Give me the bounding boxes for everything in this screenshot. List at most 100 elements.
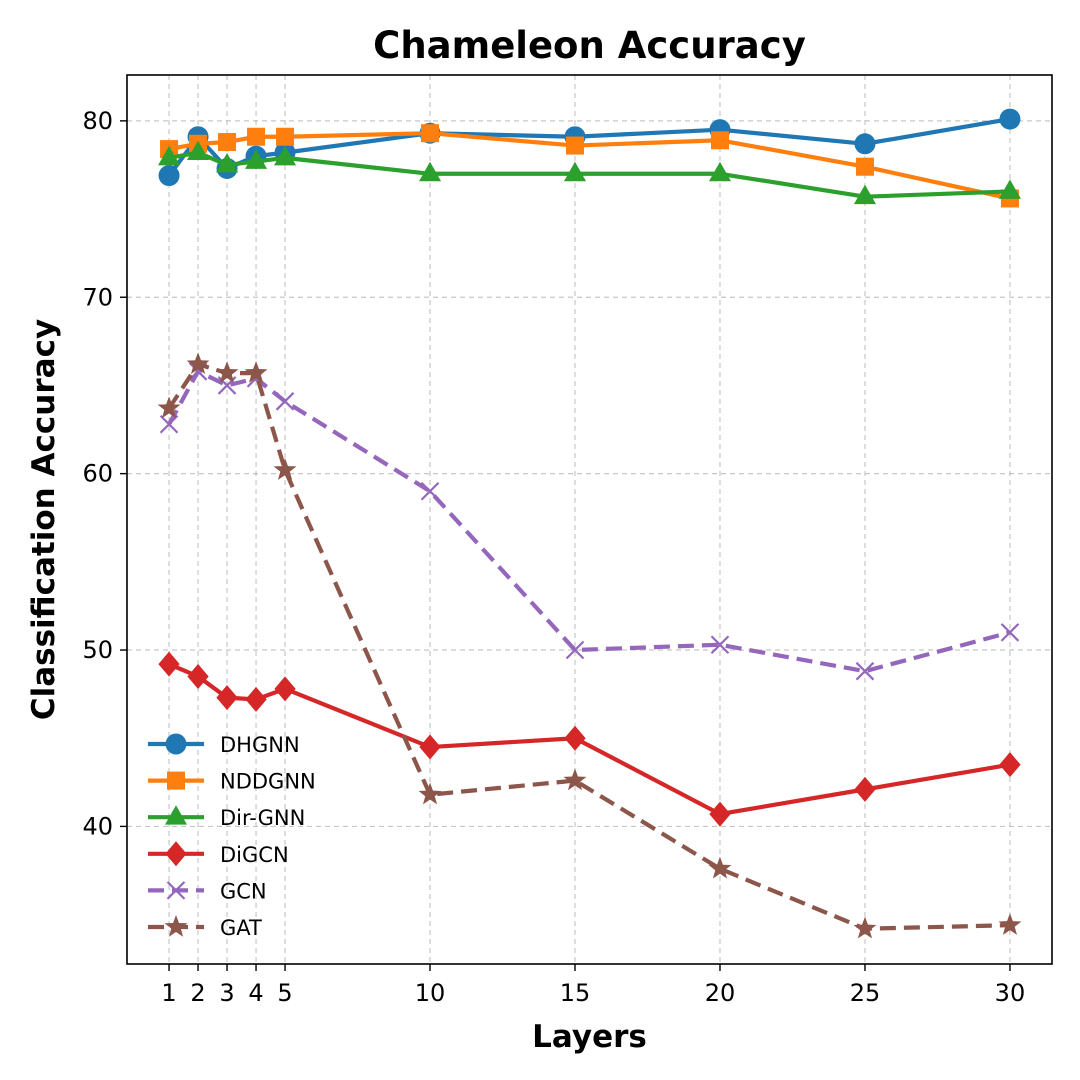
axis-ticks: 1 2 3 4 5 10 15 20 25 30 40 50 60 70 80 [82,107,1025,1007]
data-point-digcn [854,776,876,802]
data-point-nddgnn [566,136,585,155]
data-point-nddgnn [276,127,295,146]
legend-label-digcn: DiGCN [220,843,289,867]
x-tick-label: 20 [705,979,736,1007]
data-point-digcn [245,686,267,712]
data-point-gat [273,458,297,480]
legend-label-gat: GAT [220,916,262,940]
legend-entry-gat: GAT [148,915,262,940]
series-gcn [159,362,1020,681]
data-point-nddgnn [855,157,874,176]
x-tick-label: 15 [560,979,591,1007]
x-tick-label: 2 [190,979,205,1007]
legend-entry-digcn: DiGCN [148,841,289,867]
legend-entry-gcn: GCN [148,879,267,903]
plot-frame [126,74,1053,965]
legend-entry-nddgnn: NDDGNN [148,770,316,794]
legend-marker-dir-gnn [164,805,188,825]
data-point-dir-gnn [215,152,239,173]
data-point-gat [244,361,268,383]
data-point-gat [215,361,239,383]
data-point-dir-gnn [418,161,442,182]
data-point-digcn [419,734,441,760]
legend-label-dir-gnn: Dir-GNN [220,806,305,830]
series-line-dir-gnn [166,150,1013,199]
y-tick-label: 40 [82,812,113,840]
data-point-gcn [159,414,179,434]
data-point-nddgnn [710,131,729,150]
grid [127,75,1052,964]
legend-entry-dhgnn: DHGNN [148,733,300,757]
data-point-gat [853,916,877,939]
data-point-dir-gnn [708,161,732,182]
data-point-digcn [274,676,296,702]
data-point-dhgnn [999,108,1021,130]
data-point-gcn [855,661,875,681]
x-tick-label: 25 [850,979,881,1007]
data-point-digcn [564,725,586,751]
data-point-gat [157,396,181,419]
legend-marker-digcn [165,841,187,867]
data-point-gat [563,768,587,791]
legend-label-dhgnn: DHGNN [220,733,300,757]
data-point-digcn [709,801,731,827]
x-axis-label: Layers [532,1019,647,1055]
legend-marker-nddgnn [167,771,185,790]
data-point-nddgnn [421,124,440,143]
data-point-gat [418,782,442,805]
series-gat [157,352,1022,939]
series-line-digcn [166,662,1013,817]
legend: DHGNN NDDGNN Dir-GNN DiGCN GCN GAT [148,733,316,940]
data-point-gat [708,856,732,879]
y-axis-label: Classification Accuracy [26,319,62,720]
series-line-gat [167,362,1011,931]
data-point-dhgnn [158,165,180,187]
legend-entry-dir-gnn: Dir-GNN [148,805,305,830]
data-point-dir-gnn [563,161,587,182]
series-digcn [158,651,1021,827]
series-line-dhgnn [166,116,1013,178]
data-point-dir-gnn [853,184,877,205]
chart-title: Chameleon Accuracy [373,24,806,67]
y-tick-label: 60 [82,460,113,488]
data-point-gat [186,352,210,374]
x-tick-label: 5 [277,979,292,1007]
y-tick-label: 70 [82,283,113,311]
data-point-dir-gnn [158,145,181,166]
x-tick-label: 1 [161,979,176,1007]
data-point-dir-gnn [187,140,210,161]
y-tick-label: 50 [82,636,113,664]
y-tick-label: 80 [82,107,113,135]
data-point-gcn [565,640,585,660]
data-point-dir-gnn [244,149,268,169]
data-point-nddgnn [218,133,237,152]
x-tick-label: 3 [219,979,234,1007]
data-point-gcn [420,482,440,501]
data-point-digcn [158,651,180,677]
series-dir-gnn [158,140,1021,205]
data-point-gcn [710,635,730,655]
data-point-dhgnn [854,133,876,155]
data-point-nddgnn [247,127,266,146]
legend-marker-gat [164,915,188,937]
legend-marker-gcn [166,881,186,900]
series-line-nddgnn [166,131,1013,201]
data-point-gcn [275,392,295,411]
x-tick-label: 10 [415,979,446,1007]
x-tick-label: 4 [248,979,263,1007]
data-point-dir-gnn [998,179,1021,199]
series-lines [157,108,1022,939]
series-line-gcn [167,369,1011,674]
x-tick-label: 30 [995,979,1026,1007]
legend-marker-dhgnn [165,733,187,755]
data-point-digcn [216,685,238,711]
legend-label-gcn: GCN [220,879,267,903]
data-point-gcn [1000,623,1020,642]
data-point-gat [998,913,1022,935]
legend-label-nddgnn: NDDGNN [220,770,316,794]
data-point-dir-gnn [273,145,297,166]
data-point-digcn [999,752,1021,778]
data-point-digcn [187,663,209,689]
